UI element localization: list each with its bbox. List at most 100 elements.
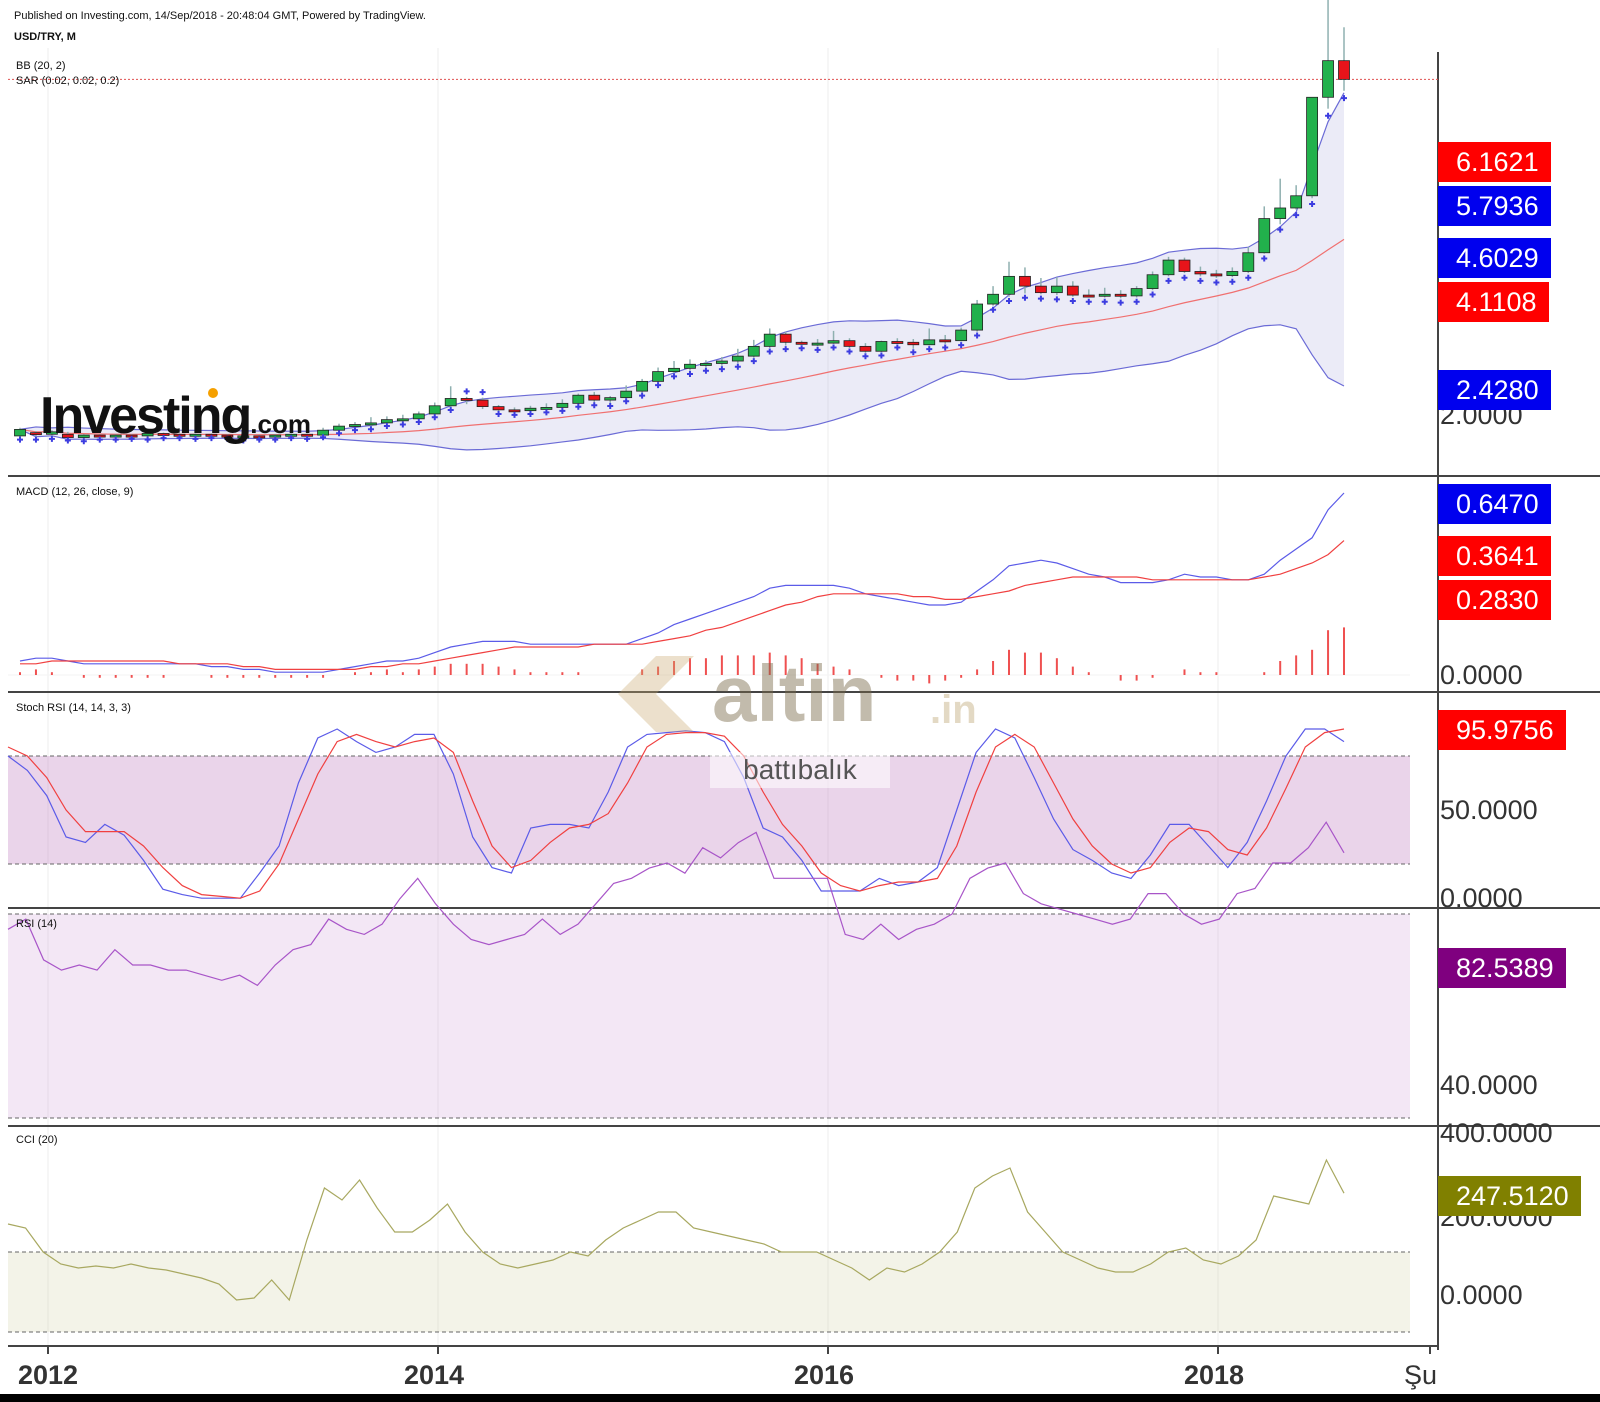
sar-dot xyxy=(1277,226,1284,233)
candle-body xyxy=(1035,285,1047,294)
sar-dot xyxy=(495,411,502,418)
badge-bb-upper: 5.7936 xyxy=(1438,186,1551,226)
sar-dot xyxy=(208,435,215,442)
candle-body xyxy=(1258,218,1271,254)
sar-dot xyxy=(1149,291,1156,298)
candle-body xyxy=(365,422,377,426)
candle-body xyxy=(604,397,617,401)
sar-dot xyxy=(846,348,853,355)
sar-dot xyxy=(543,409,550,416)
candle-body xyxy=(556,402,569,408)
sar-dot xyxy=(1261,255,1268,262)
candle-body xyxy=(540,407,553,410)
sar-dot xyxy=(320,434,327,441)
candle-body xyxy=(1242,252,1255,272)
sar-dot xyxy=(192,435,199,442)
candle-body xyxy=(428,405,441,415)
sar-dot xyxy=(511,411,518,418)
rsi-band xyxy=(8,914,1410,1118)
candle-body xyxy=(700,363,712,366)
indicator-label-bb: BB (20, 2) xyxy=(16,60,66,72)
candle-body xyxy=(907,341,920,346)
sar-dot xyxy=(878,352,885,359)
candle-body xyxy=(731,355,744,362)
candle-body xyxy=(396,418,409,422)
candle-body xyxy=(859,345,872,352)
candle-body xyxy=(412,413,425,420)
sar-dot xyxy=(766,348,773,355)
sar-dot xyxy=(1245,274,1252,281)
x-label-2012: 2012 xyxy=(18,1360,79,1390)
sar-dot xyxy=(96,436,103,443)
candle-body xyxy=(763,333,776,347)
candle-body xyxy=(779,333,792,343)
indicator-label-stoch: Stoch RSI (14, 14, 3, 3) xyxy=(16,702,131,714)
candle-body xyxy=(524,407,537,412)
candle-body xyxy=(891,341,904,344)
sar-dot xyxy=(798,345,805,352)
indicator-label-rsi: RSI (14) xyxy=(16,918,57,930)
candle-body xyxy=(652,371,664,382)
candle-body xyxy=(1082,294,1095,298)
sar-dot xyxy=(160,435,167,442)
sar-dot xyxy=(591,402,598,409)
candle-body xyxy=(1146,274,1159,289)
candle-body xyxy=(875,341,888,352)
sar-dot xyxy=(17,436,23,443)
watermark-logo-icon xyxy=(618,656,694,732)
candle-body xyxy=(588,394,601,401)
badge-stoch-k: 95.9756 xyxy=(1438,710,1566,750)
sar-dot xyxy=(1213,279,1220,286)
sar-dot xyxy=(64,437,71,444)
badge-bb-mid: 4.1108 xyxy=(1438,282,1549,322)
sar-dot xyxy=(128,435,135,442)
sar-dot xyxy=(1085,298,1092,305)
badge-cci: 247.5120 xyxy=(1438,1176,1581,1216)
candle-body xyxy=(1178,259,1191,272)
sar-dot xyxy=(1293,212,1300,219)
candle-body xyxy=(1114,293,1127,297)
sar-dot xyxy=(1037,295,1044,302)
sar-dot xyxy=(1101,298,1108,305)
candle-body xyxy=(1019,275,1031,287)
cci-line xyxy=(7,1158,1345,1302)
sar-dot xyxy=(926,346,933,353)
sar-dot xyxy=(702,367,709,374)
bottom-bar xyxy=(0,1394,1600,1402)
sar-dot xyxy=(623,398,630,405)
sar-dot xyxy=(1341,95,1347,102)
sar-dot xyxy=(974,332,981,339)
watermark-sub: battıbalık xyxy=(710,752,890,788)
stoch-band xyxy=(8,756,1410,864)
candle-body xyxy=(636,380,649,392)
candle-body xyxy=(1322,60,1334,98)
stoch-tick-0: 0.0000 xyxy=(1440,883,1523,913)
sar-dot xyxy=(894,344,901,351)
sar-dot xyxy=(1021,294,1028,301)
candle-body xyxy=(333,425,345,431)
candle-body xyxy=(1306,96,1318,197)
candle-body xyxy=(1274,207,1287,219)
sar-dot xyxy=(367,426,374,433)
candle-body xyxy=(14,428,26,437)
sar-dot xyxy=(1309,200,1316,207)
bb-upper-line xyxy=(19,92,1345,432)
sar-dot xyxy=(686,370,693,377)
sar-dot xyxy=(655,382,662,389)
macd-tick-zero: 0.0000 xyxy=(1440,660,1523,690)
sar-dot xyxy=(750,358,757,365)
sar-dot xyxy=(1053,296,1060,303)
watermark-text: altin xyxy=(712,649,877,738)
indicator-label-macd: MACD (12, 26, close, 9) xyxy=(16,486,134,498)
badge-sar: 4.6029 xyxy=(1438,238,1551,278)
badge-rsi: 82.5389 xyxy=(1438,948,1566,988)
candle-body xyxy=(747,345,760,357)
candle-body xyxy=(843,340,856,347)
sar-dot xyxy=(607,403,614,410)
x-label-2016: 2016 xyxy=(794,1360,855,1390)
stoch-k-line xyxy=(7,728,1345,899)
candle-body xyxy=(684,363,696,369)
sar-dot xyxy=(559,407,566,414)
macd-signal-line xyxy=(20,540,1345,670)
